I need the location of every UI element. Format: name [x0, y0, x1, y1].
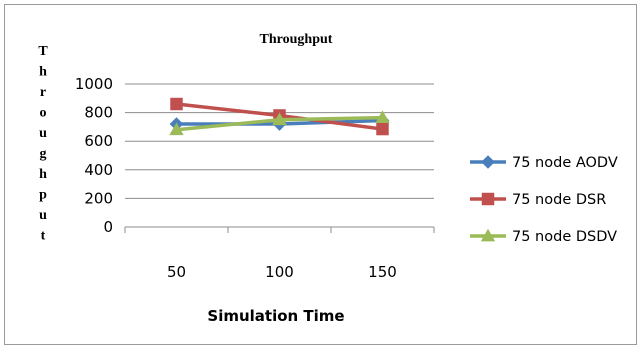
x-axis-title: Simulation Time [207, 307, 344, 325]
y-axis-title-letter: g [40, 147, 47, 162]
legend-swatch-marker [480, 228, 496, 242]
y-axis-title: Throughput [38, 44, 48, 244]
legend-swatch-marker [481, 155, 495, 169]
legend-swatch-marker [481, 192, 495, 206]
y-tick-label: 200 [84, 189, 113, 207]
legend-entry-label: 75 node DSDV [512, 229, 617, 245]
legend-entry-label: 75 node DSR [512, 192, 606, 208]
y-tick-label: 1000 [75, 75, 113, 93]
chart-frame: 0 200 400 600 800 1000 50 100 150 Throughput Sim… [4, 4, 637, 345]
data-point-marker [170, 97, 183, 111]
y-axis-title-letter: u [39, 208, 47, 223]
data-point-marker [169, 122, 184, 136]
y-axis-title-letter: T [38, 44, 48, 59]
y-axis-title-letter: u [39, 126, 47, 141]
chart-title: Throughput [260, 32, 333, 47]
data-point-marker [376, 122, 389, 136]
x-tick-label: 150 [368, 263, 397, 281]
y-tick-label: 800 [84, 104, 113, 122]
y-axis-title-letter: p [39, 188, 47, 203]
y-tick-label: 600 [84, 132, 113, 150]
y-axis-title-letter: h [39, 65, 47, 80]
data-point-marker [375, 110, 390, 124]
legend: 75 node AODV 75 node DSR 75 node DSDV [470, 155, 618, 245]
y-axis-title-letter: r [40, 85, 46, 100]
x-tick-label: 100 [265, 263, 294, 281]
x-tick-label: 50 [167, 263, 186, 281]
y-axis-title-letter: o [40, 106, 47, 121]
y-axis-title-letter: h [39, 167, 47, 182]
y-tick-label: 400 [84, 161, 113, 179]
data-point-marker [272, 112, 287, 126]
y-tick-label: 0 [103, 218, 113, 236]
legend-entry-label: 75 node AODV [512, 155, 618, 171]
y-axis-title-letter: t [41, 229, 46, 244]
